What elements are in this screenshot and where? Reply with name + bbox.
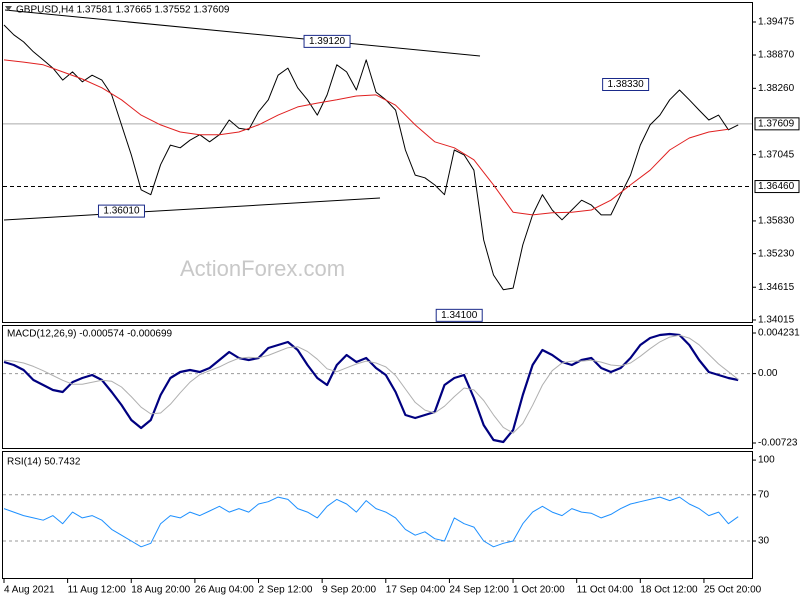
series-line xyxy=(3,496,739,548)
macd-panel xyxy=(2,325,753,449)
series-line xyxy=(3,332,739,444)
price-annotation-box xyxy=(435,308,483,322)
series-line xyxy=(3,59,729,216)
series-line xyxy=(3,24,739,291)
y-tick-label: 1.37045 xyxy=(758,149,795,160)
price-annotation-label: 1.36010 xyxy=(103,206,140,217)
y-tick-label: 1.39475 xyxy=(758,17,795,28)
trend-line xyxy=(3,197,381,221)
x-tick-label: 11 Oct 04:00 xyxy=(577,585,634,596)
x-tick-label: 4 Aug 2021 xyxy=(4,585,55,596)
y-tick-label: 1.35230 xyxy=(758,248,795,259)
trend-line xyxy=(4,9,481,57)
y-tick-label: 1.35830 xyxy=(758,216,795,227)
price-annotation-label: 1.34100 xyxy=(441,310,478,321)
x-tick-label: 17 Sep 04:00 xyxy=(386,585,446,596)
y-tick-label: 100 xyxy=(758,455,775,466)
y-tick-label: 70 xyxy=(758,489,770,500)
x-tick-label: 24 Sep 12:00 xyxy=(449,585,509,596)
level-box xyxy=(754,180,800,194)
y-tick-label: 0.004231 xyxy=(758,328,800,339)
x-tick-label: 26 Aug 04:00 xyxy=(195,585,254,596)
y-tick-label: 1.38870 xyxy=(758,50,795,61)
y-tick-label: 1.34615 xyxy=(758,282,795,293)
x-tick-label: 1 Oct 20:00 xyxy=(513,585,565,596)
watermark: ActionForex.com xyxy=(180,256,345,281)
y-tick-label: 1.38260 xyxy=(758,83,795,94)
macd-header: MACD(12,26,9) -0.000574 -0.000699 xyxy=(7,329,173,340)
y-tick-label: 30 xyxy=(758,536,770,547)
x-tick-label: 18 Aug 20:00 xyxy=(131,585,190,596)
current-price-box xyxy=(754,117,800,131)
price-annotation-label: 1.39120 xyxy=(309,36,346,47)
price-annotation-box xyxy=(97,204,145,218)
series-line xyxy=(3,334,739,434)
x-tick-label: 11 Aug 12:00 xyxy=(68,585,127,596)
level-label: 1.36460 xyxy=(758,181,795,192)
price-annotation-label: 1.38330 xyxy=(608,79,645,90)
y-tick-label: 0.00 xyxy=(758,368,778,379)
rsi-panel xyxy=(2,451,753,579)
x-tick-label: 2 Sep 12:00 xyxy=(259,585,313,596)
y-tick-label: -0.00723 xyxy=(758,438,798,449)
price-panel xyxy=(2,2,753,323)
current-price-label: 1.37609 xyxy=(758,118,795,129)
x-tick-label: 25 Oct 20:00 xyxy=(704,585,762,596)
price-annotation-box xyxy=(602,77,650,91)
x-tick-label: 9 Sep 20:00 xyxy=(322,585,376,596)
rsi-header: RSI(14) 50.7432 xyxy=(7,457,81,468)
collapse-icon xyxy=(5,6,12,11)
price-annotation-box xyxy=(303,34,351,48)
price-header: GBPUSD,H4 1.37581 1.37665 1.37552 1.3760… xyxy=(16,5,230,16)
y-tick-label: 1.34015 xyxy=(758,315,795,326)
x-tick-label: 18 Oct 12:00 xyxy=(640,585,698,596)
